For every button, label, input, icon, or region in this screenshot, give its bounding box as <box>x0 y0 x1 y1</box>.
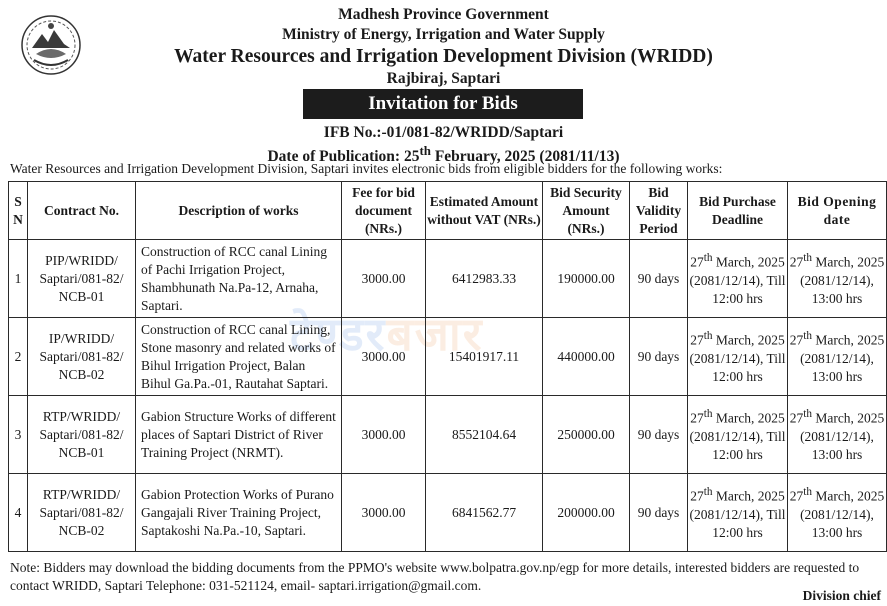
cell-purchase-deadline: 27th March, 2025 (2081/12/14), Till 12:0… <box>687 395 788 474</box>
header-validity: Bid Validity Period <box>629 181 688 240</box>
cell-sn: 3 <box>8 395 28 474</box>
cell-sn: 2 <box>8 317 28 396</box>
header-fee: Fee for bid document (NRs.) <box>341 181 426 240</box>
cell-opening-date: 27th March, 2025 (2081/12/14), 13:00 hrs <box>787 239 887 318</box>
cell-purchase-deadline: 27th March, 2025 (2081/12/14), Till 12:0… <box>687 317 788 396</box>
letterhead: Madhesh Province Government Ministry of … <box>0 5 887 88</box>
cell-validity: 90 days <box>629 239 688 318</box>
cell-fee: 3000.00 <box>341 239 426 318</box>
cell-contract-no: IP/WRIDD/ Saptari/081-82/ NCB-02 <box>27 317 136 396</box>
nepal-emblem-icon <box>21 15 81 75</box>
cell-sn: 4 <box>8 473 28 552</box>
header-description: Description of works <box>135 181 342 240</box>
publication-date: Date of Publication: 25th February, 2025… <box>267 143 620 166</box>
table-row: 4 RTP/WRIDD/ Saptari/081-82/ NCB-02 Gabi… <box>8 473 887 552</box>
cell-fee: 3000.00 <box>341 317 426 396</box>
table-row: 1 PIP/WRIDD/ Saptari/081-82/ NCB-01 Cons… <box>8 239 887 318</box>
cell-bid-security: 200000.00 <box>542 473 630 552</box>
download-note: Note: Bidders may download the bidding d… <box>10 560 860 593</box>
header-bid-security: Bid Security Amount (NRs.) <box>542 181 630 240</box>
cell-description: Construction of RCC canal Lining of Pach… <box>135 239 342 318</box>
header-estimated-amount: Estimated Amount without VAT (NRs.) <box>425 181 543 240</box>
cell-description: Construction of RCC canal Lining, Stone … <box>135 317 342 396</box>
province-government: Madhesh Province Government <box>338 6 549 23</box>
signature-title: Division chief <box>802 588 881 603</box>
cell-validity: 90 days <box>629 473 688 552</box>
table-row: 2 IP/WRIDD/ Saptari/081-82/ NCB-02 Const… <box>8 317 887 396</box>
cell-bid-security: 190000.00 <box>542 239 630 318</box>
office-location: Rajbiraj, Saptari <box>386 70 501 87</box>
ifb-number: IFB No.:-01/081-82/WRIDD/Saptari <box>323 124 564 141</box>
cell-opening-date: 27th March, 2025 (2081/12/14), 13:00 hrs <box>787 317 887 396</box>
cell-bid-security: 440000.00 <box>542 317 630 396</box>
division-name: Water Resources and Irrigation Developme… <box>174 46 713 67</box>
table-row: 3 RTP/WRIDD/ Saptari/081-82/ NCB-01 Gabi… <box>8 395 887 474</box>
cell-estimated-amount: 8552104.64 <box>425 395 543 474</box>
cell-fee: 3000.00 <box>341 395 426 474</box>
header-contract-no: Contract No. <box>27 181 136 240</box>
cell-validity: 90 days <box>629 395 688 474</box>
header-opening-date: Bid Opening date <box>787 181 887 240</box>
cell-contract-no: RTP/WRIDD/ Saptari/081-82/ NCB-01 <box>27 395 136 474</box>
cell-estimated-amount: 6412983.33 <box>425 239 543 318</box>
cell-contract-no: RTP/WRIDD/ Saptari/081-82/ NCB-02 <box>27 473 136 552</box>
cell-purchase-deadline: 27th March, 2025 (2081/12/14), Till 12:0… <box>687 473 788 552</box>
cell-opening-date: 27th March, 2025 (2081/12/14), 13:00 hrs <box>787 395 887 474</box>
cell-sn: 1 <box>8 239 28 318</box>
cell-contract-no: PIP/WRIDD/ Saptari/081-82/ NCB-01 <box>27 239 136 318</box>
cell-validity: 90 days <box>629 317 688 396</box>
cell-purchase-deadline: 27th March, 2025 (2081/12/14), Till 12:0… <box>687 239 788 318</box>
cell-description: Gabion Structure Works of different plac… <box>135 395 342 474</box>
ministry-name: Ministry of Energy, Irrigation and Water… <box>282 26 605 43</box>
intro-paragraph: Water Resources and Irrigation Developme… <box>10 161 723 176</box>
cell-bid-security: 250000.00 <box>542 395 630 474</box>
cell-estimated-amount: 6841562.77 <box>425 473 543 552</box>
header-purchase-deadline: Bid Purchase Deadline <box>687 181 788 240</box>
invitation-banner: Invitation for Bids <box>303 89 583 119</box>
cell-fee: 3000.00 <box>341 473 426 552</box>
cell-estimated-amount: 15401917.11 <box>425 317 543 396</box>
cell-opening-date: 27th March, 2025 (2081/12/14), 13:00 hrs <box>787 473 887 552</box>
cell-description: Gabion Protection Works of Purano Gangaj… <box>135 473 342 552</box>
